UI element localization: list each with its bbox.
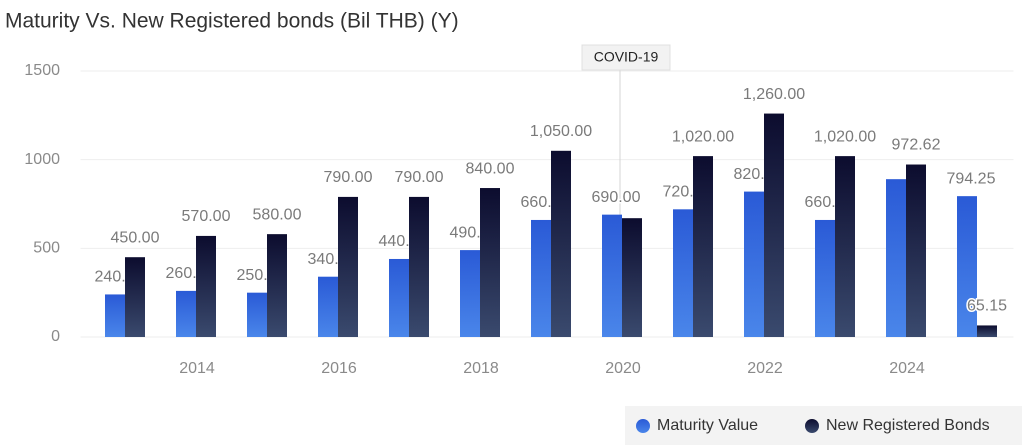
value-label: 65.15 — [967, 298, 1007, 315]
y-tick-label: 500 — [33, 240, 60, 257]
value-label: 1,050.00 — [530, 123, 592, 140]
x-tick-label: 2022 — [747, 360, 783, 377]
bar — [409, 196, 429, 337]
value-label: 790.00 — [324, 169, 373, 186]
bar — [480, 188, 500, 337]
value-label: 794.25 — [947, 170, 996, 187]
legend-marker — [636, 419, 650, 433]
value-label: 570.00 — [182, 208, 231, 225]
bar — [105, 294, 125, 337]
value-label: 972.62 — [892, 137, 941, 154]
legend-box — [625, 406, 1022, 445]
x-tick-label: 2014 — [179, 360, 215, 377]
bar — [693, 156, 713, 337]
bar — [125, 257, 145, 337]
bar — [602, 214, 622, 337]
bar — [176, 290, 196, 337]
bar — [764, 113, 784, 337]
bar — [531, 219, 551, 337]
value-label: 450.00 — [111, 229, 160, 246]
bar — [551, 150, 571, 337]
bar — [906, 164, 926, 337]
bar — [744, 191, 764, 337]
bar — [622, 218, 642, 337]
value-label: 840.00 — [466, 160, 515, 177]
bar — [957, 196, 977, 337]
bar — [267, 234, 287, 337]
bar — [460, 250, 480, 337]
annotation-label: COVID-19 — [594, 49, 659, 65]
bar — [886, 179, 906, 337]
x-tick-label: 2018 — [463, 360, 499, 377]
y-tick-label: 1500 — [24, 62, 60, 79]
value-label: 690.00 — [592, 189, 641, 206]
value-label: 790.00 — [395, 169, 444, 186]
bar — [835, 156, 855, 337]
bar — [673, 209, 693, 337]
y-tick-label: 1000 — [24, 151, 60, 168]
bar — [318, 276, 338, 337]
bar — [196, 235, 216, 337]
value-label: 1,020.00 — [814, 128, 876, 145]
legend-marker — [805, 419, 819, 433]
annotation-box — [581, 44, 671, 71]
bar — [338, 196, 358, 337]
bar — [815, 219, 835, 337]
y-tick-label: 0 — [51, 328, 60, 345]
value-label: 580.00 — [253, 206, 302, 223]
legend-label: New Registered Bonds — [826, 417, 990, 434]
value-label: 1,260.00 — [743, 86, 805, 103]
value-label: 1,020.00 — [672, 128, 734, 145]
bar — [247, 292, 267, 337]
x-tick-label: 2020 — [605, 360, 641, 377]
x-tick-label: 2024 — [889, 360, 925, 377]
x-tick-label: 2016 — [321, 360, 357, 377]
chart-title: Maturity Vs. New Registered bonds (Bil T… — [5, 10, 459, 33]
bar — [389, 258, 409, 337]
legend-label: Maturity Value — [657, 417, 758, 434]
bar — [977, 325, 997, 337]
